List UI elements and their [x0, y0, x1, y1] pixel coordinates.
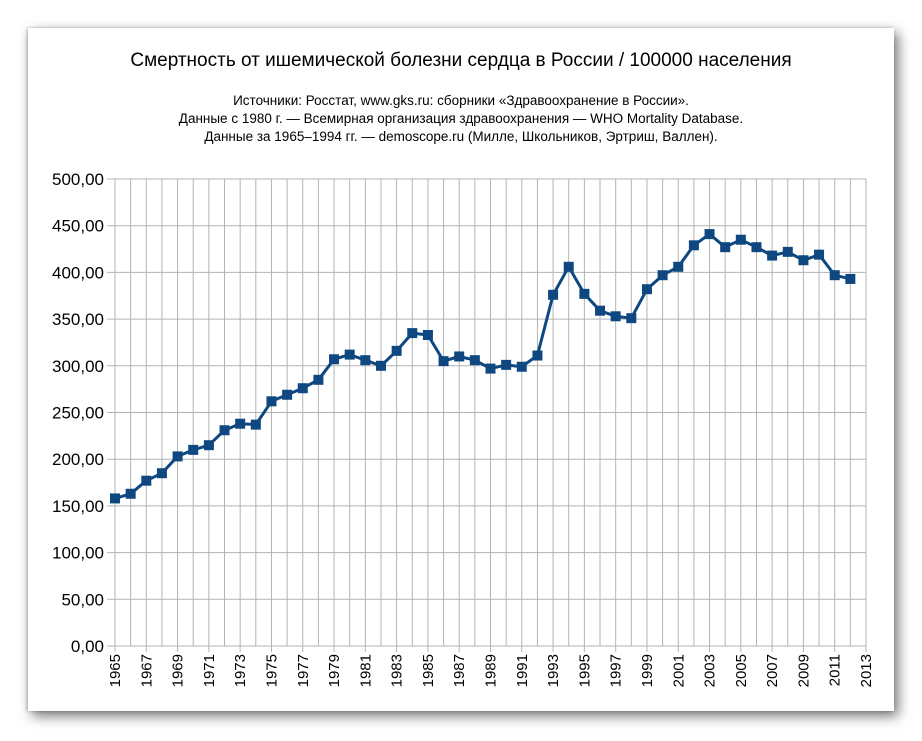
y-tick-label: 0,00 — [71, 637, 104, 656]
data-point — [250, 419, 261, 430]
x-tick-label: 2001 — [670, 654, 687, 687]
y-tick-label: 300,00 — [52, 357, 104, 376]
data-point — [501, 359, 512, 370]
x-tick-label: 1977 — [295, 654, 312, 687]
data-point — [141, 475, 152, 486]
data-point — [610, 311, 621, 322]
x-tick-label: 1987 — [451, 654, 468, 687]
data-point — [814, 249, 825, 260]
x-tick-label: 1967 — [138, 654, 155, 687]
y-tick-label: 100,00 — [52, 544, 104, 563]
data-point — [751, 242, 762, 253]
chart-subtitle-sources: Источники: Росстат, www.gks.ru: сборники… — [233, 93, 689, 108]
data-point — [360, 355, 371, 366]
x-tick-label: 1973 — [232, 654, 249, 687]
data-point — [375, 360, 386, 371]
y-tick-label: 250,00 — [52, 404, 104, 423]
data-point — [563, 261, 574, 272]
x-tick-label: 1985 — [420, 654, 437, 687]
data-point — [798, 255, 809, 266]
y-tick-label: 200,00 — [52, 450, 104, 469]
data-point — [469, 355, 480, 366]
data-point — [704, 229, 715, 240]
x-tick-label: 1989 — [483, 654, 500, 687]
data-point — [641, 284, 652, 295]
x-tick-label: 2007 — [764, 654, 781, 687]
data-point — [407, 328, 418, 339]
x-tick-label: 1981 — [357, 654, 374, 687]
data-point — [673, 261, 684, 272]
chart-card — [28, 28, 894, 711]
chart-title: Смертность от ишемической болезни сердца… — [130, 50, 792, 71]
data-point — [626, 313, 637, 324]
x-tick-label: 1971 — [201, 654, 218, 687]
data-point — [235, 418, 246, 429]
x-tick-label: 1975 — [263, 654, 280, 687]
x-tick-label: 1965 — [107, 654, 124, 687]
x-tick-label: 2003 — [702, 654, 719, 687]
x-tick-label: 2005 — [733, 654, 750, 687]
y-tick-label: 450,00 — [52, 217, 104, 236]
y-tick-label: 350,00 — [52, 310, 104, 329]
data-point — [767, 250, 778, 261]
x-tick-label: 2013 — [858, 654, 875, 687]
data-point — [438, 356, 449, 367]
data-point — [282, 389, 293, 400]
y-tick-label: 150,00 — [52, 497, 104, 516]
x-tick-label: 1999 — [639, 654, 656, 687]
data-point — [516, 361, 527, 372]
x-tick-label: 1969 — [170, 654, 187, 687]
data-point — [422, 329, 433, 340]
data-point — [829, 270, 840, 281]
data-point — [688, 240, 699, 251]
x-tick-label: 1979 — [326, 654, 343, 687]
data-point — [579, 288, 590, 299]
x-tick-label: 2011 — [827, 654, 844, 686]
data-point — [782, 246, 793, 257]
data-point — [595, 305, 606, 316]
chart-subtitle-who: Данные с 1980 г. — Всемирная организация… — [178, 111, 744, 126]
x-tick-label: 1991 — [514, 654, 531, 687]
data-point — [485, 363, 496, 374]
x-tick-label: 1997 — [608, 654, 625, 687]
data-point — [188, 444, 199, 455]
data-point — [297, 383, 308, 394]
data-point — [125, 488, 136, 499]
x-tick-label: 1983 — [389, 654, 406, 687]
data-point — [845, 273, 856, 284]
data-point — [657, 270, 668, 281]
data-point — [156, 468, 167, 479]
x-tick-label: 1995 — [576, 654, 593, 687]
y-tick-label: 400,00 — [52, 263, 104, 282]
data-point — [329, 354, 340, 365]
x-tick-label: 1993 — [545, 654, 562, 687]
data-point — [735, 234, 746, 245]
data-point — [720, 242, 731, 253]
data-point — [203, 440, 214, 451]
data-point — [548, 289, 559, 300]
y-tick-label: 50,00 — [61, 590, 104, 609]
data-point — [110, 493, 120, 504]
data-point — [391, 345, 402, 356]
data-point — [172, 451, 183, 462]
y-tick-label: 500,00 — [52, 170, 104, 189]
data-point — [344, 349, 355, 360]
chart-subtitle-demoscope: Данные за 1965–1994 гг. — demoscope.ru (… — [204, 129, 718, 144]
data-point — [266, 396, 277, 407]
data-point — [532, 350, 543, 361]
data-point — [313, 374, 324, 385]
data-point — [219, 425, 230, 436]
x-tick-label: 2009 — [795, 654, 812, 687]
data-point — [454, 351, 465, 362]
